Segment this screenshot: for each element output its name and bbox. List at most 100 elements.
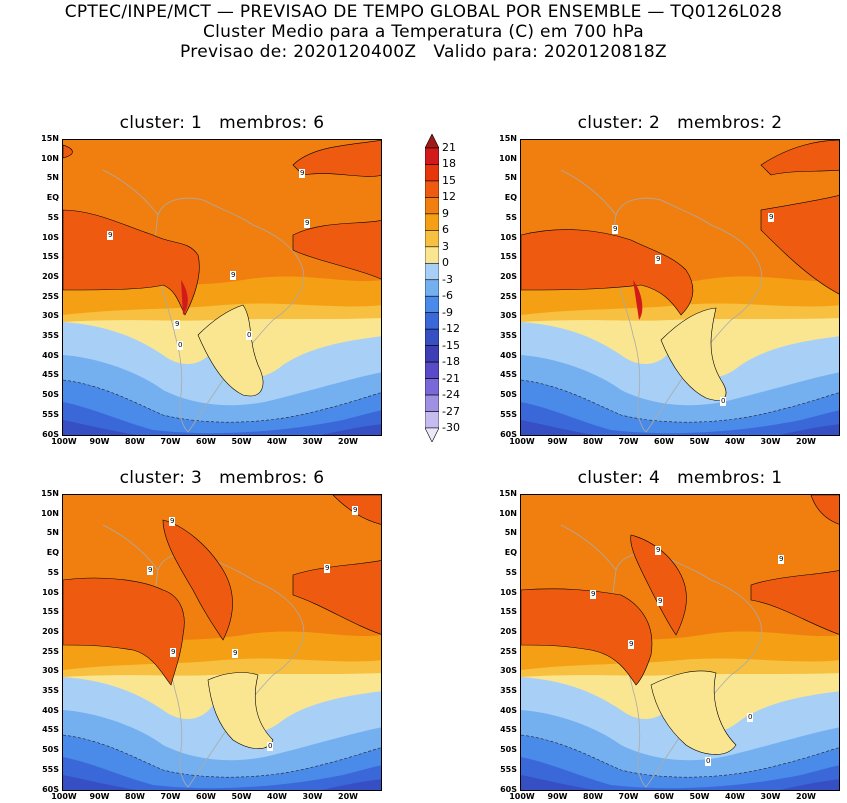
warm-core: [633, 280, 643, 320]
band-0-tongue: [650, 670, 737, 755]
lat-tick-label: 45S: [42, 725, 59, 735]
lon-tick-label: 30W: [760, 792, 781, 801]
lon-tick-label: 40W: [267, 792, 287, 801]
contour-label: 0: [720, 397, 727, 406]
lat-tick-label: 10S: [500, 587, 517, 597]
lat-tick-label: 10N: [499, 153, 517, 163]
band-9: [760, 195, 839, 295]
panel-1-title: cluster: 1 membros: 6: [119, 113, 325, 133]
lat-tick-label: 40S: [42, 350, 59, 360]
lat-tick-label: 50S: [500, 390, 517, 400]
map-panel-2: [520, 139, 840, 436]
lat-tick-label: 5N: [46, 528, 59, 538]
colorbar-label: -3: [442, 272, 453, 286]
band-9: [162, 519, 233, 641]
colorbar-bottom-triangle: [425, 427, 439, 442]
lat-tick-label: 35S: [42, 686, 59, 695]
band-9: [292, 220, 381, 280]
lat-tick-label: 60S: [500, 784, 517, 794]
lat-tick-label: 45S: [500, 370, 517, 380]
lat-tick-label: 40S: [42, 705, 59, 715]
lat-tick-label: 55S: [500, 409, 517, 419]
lat-tick-label: 60S: [42, 429, 59, 439]
lon-tick-label: 30W: [302, 437, 323, 446]
colorbar-label: 21: [442, 141, 456, 154]
band-neg15: [63, 775, 381, 790]
band-neg9: [63, 735, 381, 790]
lon-tick-label: 50W: [689, 792, 710, 801]
colorbar-swatch: [425, 147, 439, 165]
continent-outline: [154, 197, 305, 433]
colorbar-top-triangle: [425, 134, 439, 149]
lon-tick-label: 60W: [654, 792, 674, 801]
lat-tick-label: 20S: [500, 626, 517, 636]
contour-label: 9: [778, 555, 785, 564]
lat-tick-label: 45S: [42, 370, 59, 380]
lon-tick-label: 20W: [338, 437, 358, 446]
colorbar-swatch: [425, 312, 439, 330]
contour-label: 9: [655, 546, 662, 555]
contour-label: 0: [177, 341, 184, 350]
contour-label: 0: [267, 742, 274, 751]
colorbar-label: -12: [442, 322, 460, 336]
lat-tick-label: 15S: [42, 607, 59, 617]
band-0-tongue: [197, 304, 264, 397]
lon-tick-label: 40W: [725, 792, 745, 801]
colorbar-swatch: [425, 230, 439, 248]
dashed-contour: [63, 734, 381, 778]
colorbar-swatch: [425, 345, 439, 363]
lat-tick-label: EQ: [504, 548, 517, 558]
band-9: [63, 209, 200, 316]
lon-tick-label: 30W: [760, 437, 781, 446]
lon-tick-label: 70W: [618, 792, 639, 801]
lon-tick-label: 70W: [160, 792, 181, 801]
contour-label: 9: [230, 271, 237, 280]
contour-label: 9: [590, 590, 597, 599]
lat-tick-label: 5N: [504, 528, 517, 538]
lon-tick-label: 50W: [689, 437, 710, 446]
band-neg9: [521, 380, 839, 435]
central-america-outline: [560, 524, 617, 571]
lat-tick-label: 15S: [500, 252, 517, 262]
colorbar-swatch: [425, 361, 439, 379]
lat-tick-label: 10N: [41, 508, 59, 518]
lat-tick-label: 45S: [500, 725, 517, 735]
colorbar-swatch: [425, 295, 439, 314]
band-neg15: [521, 775, 839, 790]
lat-tick-label: 40S: [500, 350, 517, 360]
lat-tick-label: 55S: [42, 764, 59, 774]
lat-tick-label: 50S: [42, 745, 59, 755]
contour-label: 9: [174, 320, 181, 329]
lat-tick-label: 55S: [42, 409, 59, 419]
colorbar-label: -24: [442, 388, 460, 402]
continent-outline: [612, 197, 763, 433]
lat-tick-label: 15S: [500, 607, 517, 617]
lat-tick-label: EQ: [46, 193, 59, 203]
lon-tick-label: 60W: [654, 437, 674, 446]
colorbar-label: -21: [442, 371, 460, 385]
central-america-outline: [102, 524, 159, 571]
colorbar-label: 3: [442, 239, 449, 253]
panel-3-title: cluster: 3 membros: 6: [119, 468, 325, 488]
lat-tick-label: 25S: [42, 291, 59, 301]
lat-tick-label: 25S: [500, 291, 517, 301]
contour-label: 9: [169, 517, 176, 526]
colorbar-label: 0: [442, 256, 449, 270]
colorbar-swatch: [425, 411, 439, 429]
band-neg9: [521, 735, 839, 790]
lon-tick-label: 80W: [583, 792, 603, 801]
lat-tick-label: 30S: [500, 311, 517, 321]
contour-label: 0: [705, 757, 712, 766]
lat-tick-label: 20S: [42, 626, 59, 636]
lon-tick-label: 80W: [583, 437, 603, 446]
band-neg15: [63, 420, 381, 435]
map-panel-1: [62, 139, 382, 436]
colorbar-label: 6: [442, 223, 449, 237]
colorbar-label: 15: [442, 173, 456, 187]
colorbar-label: -30: [442, 421, 460, 434]
lat-tick-label: 5S: [505, 212, 517, 222]
colorbar-swatch: [425, 213, 439, 231]
contour-label: 9: [657, 597, 664, 606]
map-panel-3: [62, 494, 382, 791]
colorbar-swatch: [425, 328, 439, 346]
